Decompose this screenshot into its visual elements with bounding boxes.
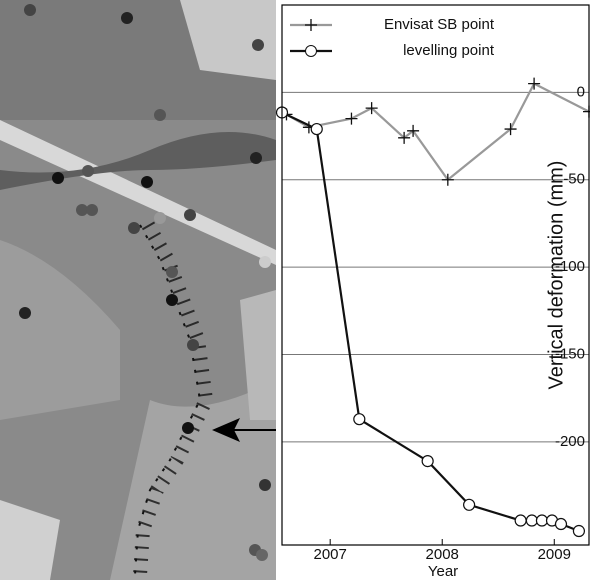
point <box>311 124 322 135</box>
point <box>526 515 537 526</box>
x-tick-label: 2008 <box>426 546 459 563</box>
point <box>464 499 475 510</box>
aerial-photo <box>0 0 276 580</box>
legend-label: Envisat SB point <box>384 16 495 33</box>
point <box>515 515 526 526</box>
x-axis-label: Year <box>428 563 458 580</box>
legend: Envisat SB point levelling point <box>283 7 499 65</box>
point <box>354 414 365 425</box>
legend-label: levelling point <box>403 42 495 59</box>
legend-marker <box>306 46 317 57</box>
y-tick-label: -200 <box>555 433 585 450</box>
plot-background <box>282 5 589 545</box>
point <box>422 456 433 467</box>
point <box>536 515 547 526</box>
y-axis-label: Vertical deformation (mm) <box>545 161 567 390</box>
x-tick-label: 2007 <box>313 546 346 563</box>
x-tick-label: 2009 <box>538 546 571 563</box>
figure: 0-50-100-150-200200720082009YearVertical… <box>0 0 590 580</box>
point <box>555 519 566 530</box>
y-tick-label: 0 <box>577 83 585 100</box>
point <box>573 526 584 537</box>
